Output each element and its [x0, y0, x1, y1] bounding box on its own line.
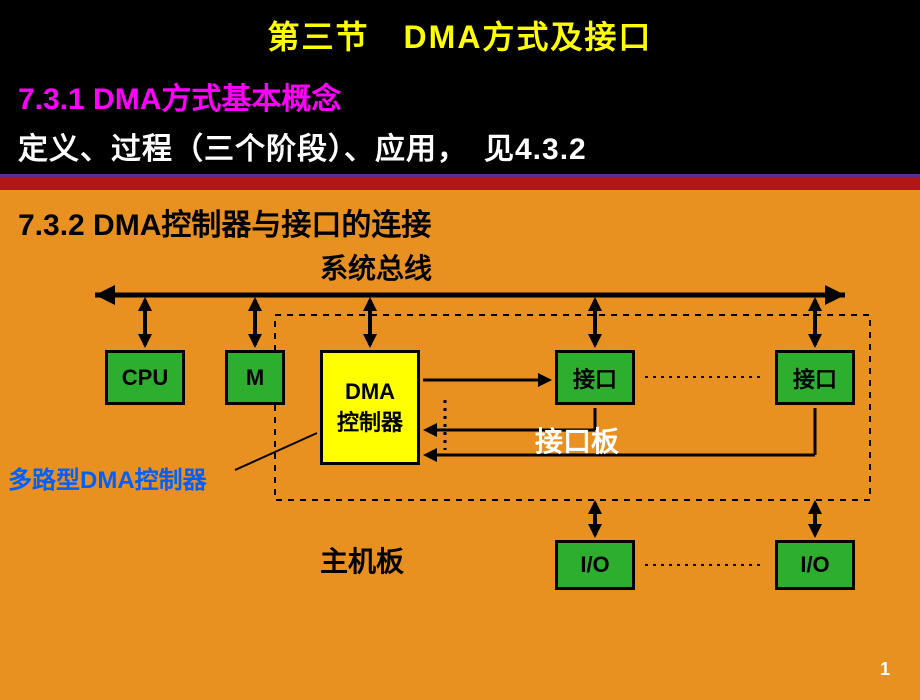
slide-title: 第三节 DMA方式及接口	[0, 0, 920, 58]
interface-box-2: 接口	[775, 350, 855, 405]
cpu-box: CPU	[105, 350, 185, 405]
dma-label-2: 控制器	[337, 408, 403, 439]
interface-board-label: 接口板	[535, 420, 619, 460]
io-box-1: I/O	[555, 540, 635, 590]
multi-dma-label: 多路型DMA控制器	[8, 460, 207, 495]
dma-label-1: DMA	[345, 377, 395, 408]
page-number: 1	[880, 659, 890, 680]
dma-controller-box: DMA 控制器	[320, 350, 420, 465]
divider-red	[0, 178, 920, 190]
interface-box-1: 接口	[555, 350, 635, 405]
main-board-label: 主机板	[320, 540, 404, 580]
definition-text: 定义、过程（三个阶段）、应用， 见4.3.2	[0, 118, 920, 168]
section-7-3-2: 7.3.2 DMA控制器与接口的连接	[0, 190, 920, 244]
bus-label: 系统总线	[320, 247, 432, 287]
dma-diagram: 系统总线 CPU M DMA 控制器 接口 接口 I/O I/O 多路型DMA控…	[0, 245, 920, 675]
memory-box: M	[225, 350, 285, 405]
section-7-3-1: 7.3.1 DMA方式基本概念	[0, 58, 920, 118]
diagram-panel: 7.3.2 DMA控制器与接口的连接	[0, 190, 920, 700]
io-box-2: I/O	[775, 540, 855, 590]
